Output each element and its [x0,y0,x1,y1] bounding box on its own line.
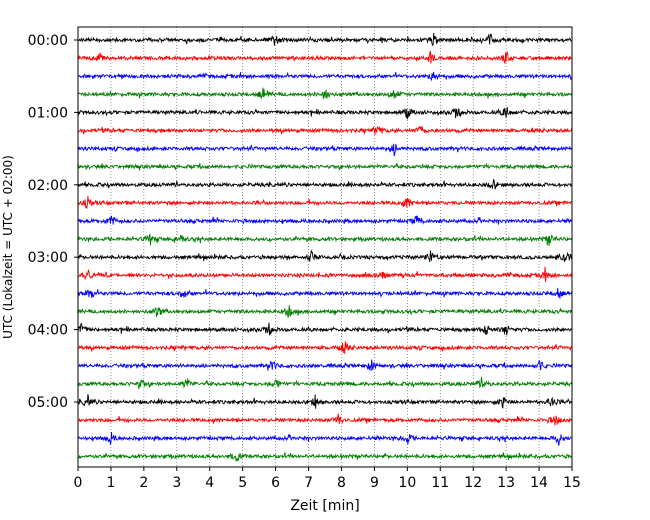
trace-0045 [77,87,573,100]
trace-0245 [77,233,573,246]
seismic-traces [77,33,573,462]
trace-0315 [77,266,573,283]
y-tick-label: 01:00 [28,105,68,121]
x-tick-label: 2 [139,475,148,491]
x-tick-label: 1 [106,475,115,491]
trace-0015 [77,50,573,64]
trace-0330 [77,288,573,299]
trace-0145 [77,162,573,171]
y-axis-ticks: 00:00 01:00 02:00 03:00 04:00 05:00 [28,33,78,411]
x-tick-label: 9 [370,475,379,491]
x-tick-label: 5 [238,475,247,491]
x-tick-label: 15 [563,475,581,491]
x-tick-label: 6 [271,475,280,491]
trace-0130 [77,143,573,157]
trace-0515 [77,413,573,426]
y-tick-label: 02:00 [28,178,68,194]
y-axis-label: UTC (Lokalzeit = UTC + 02:00) [1,155,15,339]
y-tick-label: 00:00 [28,33,68,49]
x-tick-label: 7 [304,475,313,491]
plot-area [78,27,572,467]
grid-lines [110,27,540,467]
trace-0230 [77,215,573,226]
y-tick-label: 03:00 [28,250,68,266]
trace-0530 [77,431,573,446]
trace-0300 [77,249,573,263]
x-tick-label: 13 [497,475,515,491]
trace-0415 [77,341,573,355]
trace-0000 [77,33,573,47]
y-tick-label: 05:00 [28,395,68,411]
trace-0545 [77,452,573,462]
x-tick-label: 0 [74,475,83,491]
trace-0400 [77,322,573,336]
plot-frame [77,26,573,468]
trace-0100 [77,107,573,120]
x-tick-label: 4 [205,475,214,491]
trace-0030 [77,71,573,82]
x-tick-label: 8 [337,475,346,491]
x-tick-label: 3 [172,475,181,491]
trace-0215 [77,195,573,209]
y-tick-label: 04:00 [28,323,68,339]
x-tick-label: 14 [530,475,548,491]
trace-0445 [77,376,573,389]
x-axis-ticks: 0 1 2 3 4 5 6 7 8 9 10 11 12 13 14 15 [74,467,581,491]
x-tick-label: 10 [398,475,416,491]
trace-0430 [77,359,573,372]
trace-0200 [77,178,573,190]
x-tick-label: 12 [464,475,482,491]
trace-0500 [77,394,573,409]
trace-0345 [77,305,573,318]
x-axis-label: Zeit [min] [290,498,359,514]
x-tick-label: 11 [431,475,449,491]
trace-0115 [77,125,573,135]
